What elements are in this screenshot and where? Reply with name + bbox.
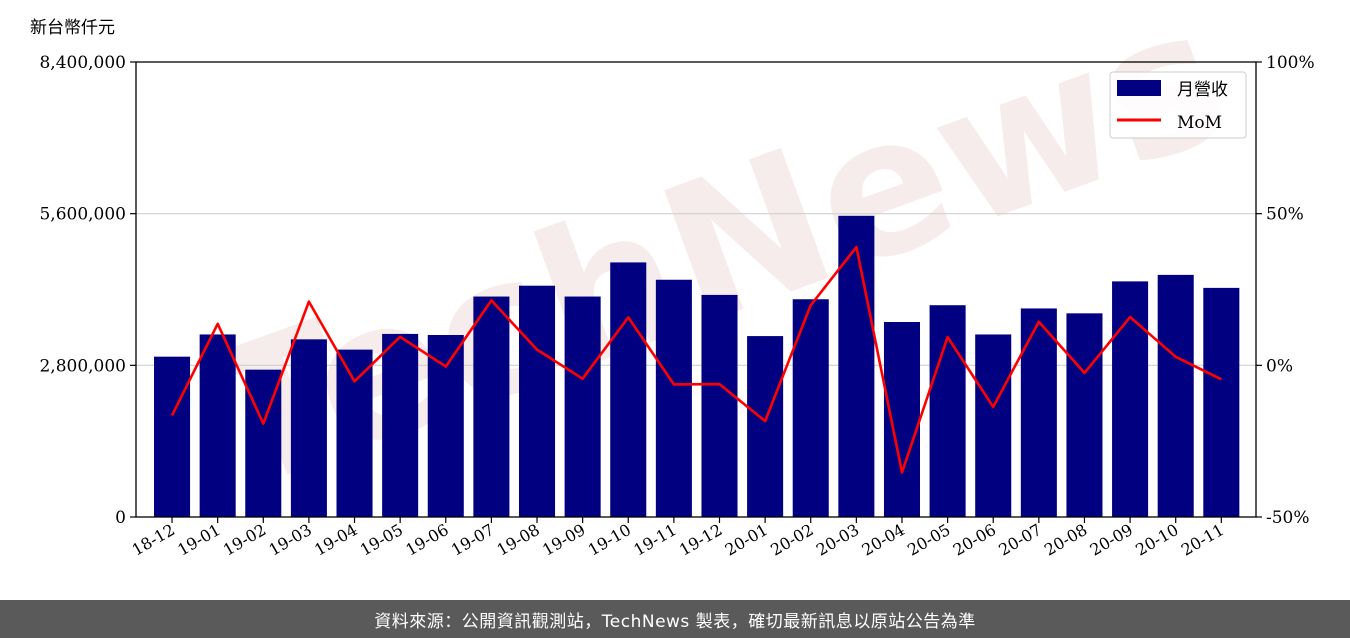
x-tick-label: 19-04 — [311, 520, 360, 560]
mom-line — [170, 245, 1222, 474]
bar-19-01 — [199, 334, 236, 517]
bar-20-07 — [1020, 308, 1057, 517]
bar-19-12 — [701, 294, 738, 517]
legend-bar-swatch — [1117, 80, 1161, 96]
bar-20-02 — [792, 299, 829, 517]
x-tick-label: 19-10 — [585, 520, 634, 560]
bar-19-10 — [610, 262, 647, 517]
y-right-tick-label: 0% — [1266, 356, 1293, 376]
legend-line-label: MoM — [1177, 113, 1222, 133]
bar-19-05 — [382, 333, 419, 517]
x-tick-label: 18-12 — [129, 520, 178, 560]
bar-20-06 — [975, 334, 1012, 517]
bar-19-06 — [427, 335, 464, 517]
y-left-tick-label: 8,400,000 — [39, 53, 126, 73]
plot-frame — [135, 61, 1257, 518]
bar-19-03 — [290, 339, 327, 517]
x-tick-label: 20-04 — [859, 520, 908, 560]
legend: 月營收 MoM — [1109, 71, 1247, 139]
x-tick-label: 20-08 — [1041, 520, 1090, 560]
x-tick-label: 20-05 — [904, 520, 953, 560]
source-footer: 資料來源：公開資訊觀測站，TechNews 製表，確切最新訊息以原站公告為準 — [0, 600, 1350, 638]
x-tick-label: 20-09 — [1087, 520, 1136, 560]
bar-19-11 — [655, 279, 692, 517]
x-tick-label: 19-12 — [676, 520, 725, 560]
x-tick-label: 20-11 — [1178, 520, 1227, 560]
x-tick-label: 19-07 — [448, 520, 497, 560]
x-tick-label: 19-11 — [630, 520, 679, 560]
x-tick-label: 19-05 — [357, 520, 406, 560]
x-tick-label: 19-02 — [220, 520, 269, 560]
y-right-tick-label: 50% — [1266, 205, 1304, 225]
x-tick-label: 20-01 — [722, 520, 771, 560]
bar-19-09 — [564, 296, 601, 517]
source-footer-text: 資料來源：公開資訊觀測站，TechNews 製表，確切最新訊息以原站公告為準 — [374, 611, 976, 632]
bar-20-10 — [1157, 274, 1194, 517]
y-left-tick-label: 0 — [115, 508, 126, 528]
bar-20-03 — [838, 215, 875, 518]
y-left-tick-label: 2,800,000 — [39, 356, 126, 376]
bar-20-04 — [883, 322, 920, 517]
x-tick-label: 20-06 — [950, 520, 999, 560]
x-tick-label: 19-09 — [539, 520, 588, 560]
bar-19-04 — [336, 349, 373, 517]
y-right-tick-label: -50% — [1266, 508, 1310, 528]
x-tick-label: 20-10 — [1132, 520, 1181, 560]
x-tick-label: 19-08 — [494, 520, 543, 560]
y-axis-unit-label: 新台幣仟元 — [30, 18, 115, 38]
bar-20-09 — [1112, 281, 1149, 517]
line-series — [170, 245, 1222, 474]
y-right-tick-label: 100% — [1266, 53, 1315, 73]
legend-bar-label: 月營收 — [1177, 80, 1228, 100]
chart: TechNews 02,800,0005,600,0008,400,000-50… — [30, 0, 1315, 560]
y-left-tick-label: 5,600,000 — [39, 205, 126, 225]
bar-18-12 — [154, 356, 191, 517]
bar-20-01 — [747, 336, 784, 517]
bar-20-08 — [1066, 313, 1103, 517]
bar-20-11 — [1203, 287, 1240, 517]
x-tick-label: 19-01 — [174, 520, 223, 560]
bar-19-07 — [473, 296, 510, 517]
x-tick-label: 20-07 — [995, 520, 1044, 560]
x-tick-label: 20-02 — [767, 520, 816, 560]
x-tick-label: 20-03 — [813, 520, 862, 560]
bar-19-08 — [518, 285, 556, 517]
x-tick-label: 19-06 — [402, 520, 451, 560]
